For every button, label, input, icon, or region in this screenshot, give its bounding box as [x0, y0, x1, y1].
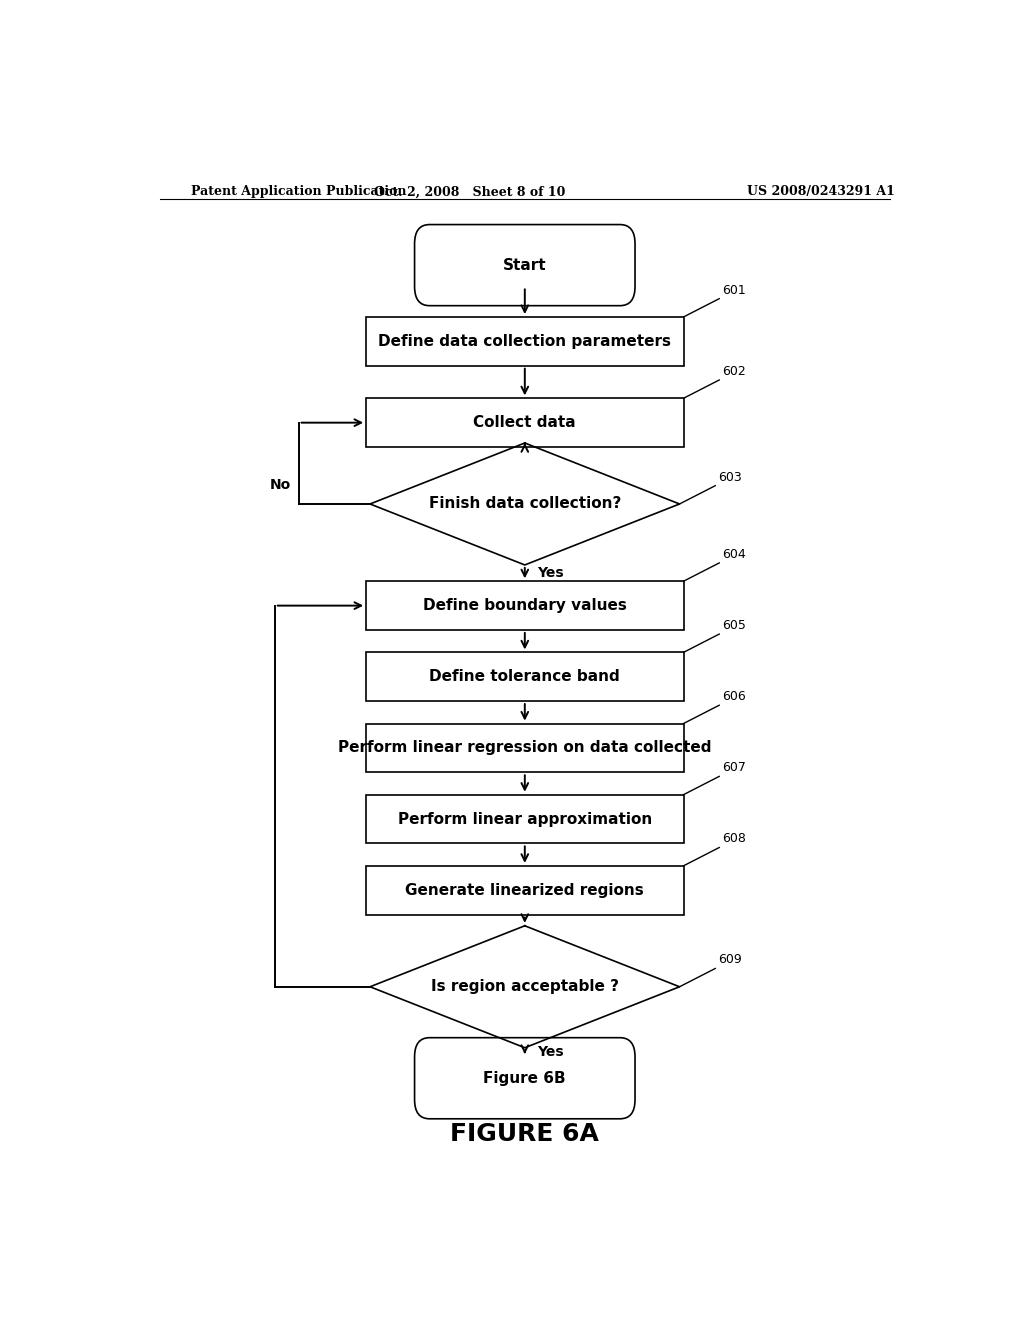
- Text: Perform linear approximation: Perform linear approximation: [397, 812, 652, 826]
- Text: Start: Start: [503, 257, 547, 273]
- Bar: [367, 317, 684, 366]
- Text: 608: 608: [722, 833, 746, 846]
- FancyBboxPatch shape: [415, 1038, 635, 1119]
- Bar: [367, 399, 684, 447]
- Bar: [367, 652, 684, 701]
- Text: Is region acceptable ?: Is region acceptable ?: [431, 979, 618, 994]
- Text: US 2008/0243291 A1: US 2008/0243291 A1: [748, 185, 895, 198]
- Text: Perform linear regression on data collected: Perform linear regression on data collec…: [338, 741, 712, 755]
- Bar: [367, 795, 684, 843]
- Text: Collect data: Collect data: [473, 416, 577, 430]
- Text: 605: 605: [722, 619, 746, 632]
- Bar: [367, 866, 684, 915]
- Text: 603: 603: [719, 471, 742, 483]
- Text: 606: 606: [722, 690, 746, 704]
- Text: 601: 601: [722, 284, 746, 297]
- Text: Define tolerance band: Define tolerance band: [429, 669, 621, 684]
- Text: Generate linearized regions: Generate linearized regions: [406, 883, 644, 898]
- Text: 602: 602: [722, 364, 746, 378]
- Text: 604: 604: [722, 548, 746, 561]
- Text: 609: 609: [719, 953, 742, 966]
- Text: Finish data collection?: Finish data collection?: [429, 496, 621, 511]
- Text: Patent Application Publication: Patent Application Publication: [191, 185, 407, 198]
- Bar: [367, 723, 684, 772]
- Text: FIGURE 6A: FIGURE 6A: [451, 1122, 599, 1146]
- Text: 607: 607: [722, 762, 746, 775]
- Text: Figure 6B: Figure 6B: [483, 1071, 566, 1086]
- Text: No: No: [269, 478, 291, 492]
- FancyBboxPatch shape: [415, 224, 635, 306]
- Text: Yes: Yes: [537, 566, 563, 579]
- Bar: [367, 581, 684, 630]
- Text: Oct. 2, 2008   Sheet 8 of 10: Oct. 2, 2008 Sheet 8 of 10: [374, 185, 565, 198]
- Text: Define boundary values: Define boundary values: [423, 598, 627, 612]
- Text: Yes: Yes: [537, 1045, 563, 1060]
- Text: Define data collection parameters: Define data collection parameters: [378, 334, 672, 348]
